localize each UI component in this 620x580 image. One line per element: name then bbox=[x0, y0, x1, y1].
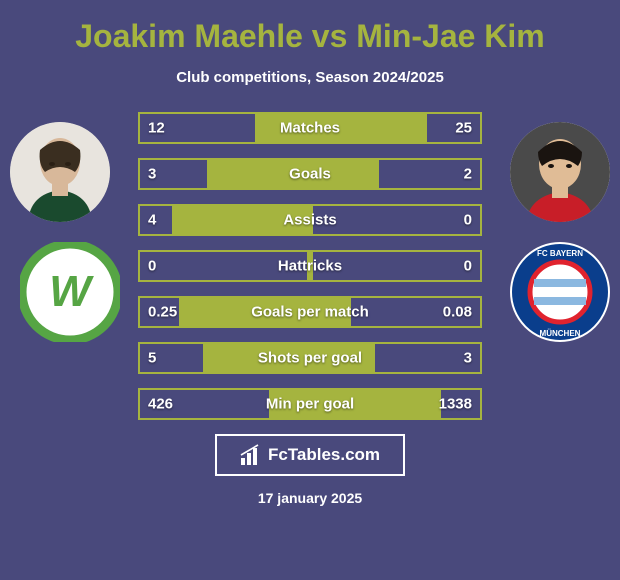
stat-half-left bbox=[138, 112, 310, 144]
stat-fill-right bbox=[310, 388, 441, 420]
stat-half-left bbox=[138, 204, 310, 236]
club-crest-icon: W bbox=[20, 242, 120, 342]
stat-fill-right bbox=[310, 112, 427, 144]
person-icon bbox=[10, 122, 110, 222]
stat-track bbox=[138, 388, 482, 420]
stat-half-left bbox=[138, 158, 310, 190]
person-icon bbox=[510, 122, 610, 222]
stat-fill-left bbox=[207, 158, 310, 190]
stat-half-left bbox=[138, 296, 310, 328]
player-left-avatar bbox=[10, 122, 110, 222]
stat-half-right bbox=[310, 388, 482, 420]
footer-brand-box: FcTables.com bbox=[215, 434, 405, 476]
svg-text:FC BAYERN: FC BAYERN bbox=[537, 249, 583, 258]
stat-row: Matches1225 bbox=[138, 112, 482, 144]
stat-fill-left bbox=[179, 296, 310, 328]
stat-fill-right bbox=[310, 158, 379, 190]
bars-chart-icon bbox=[240, 444, 262, 466]
stat-row: Shots per goal53 bbox=[138, 342, 482, 374]
content-area: W FC BAYERN MÜNCHEN Matches1225 Goals32 As… bbox=[10, 112, 610, 420]
stat-fill-left bbox=[172, 204, 310, 236]
stat-half-right bbox=[310, 204, 482, 236]
svg-text:MÜNCHEN: MÜNCHEN bbox=[540, 329, 581, 338]
stat-track bbox=[138, 158, 482, 190]
stat-half-right bbox=[310, 250, 482, 282]
club-left-badge: W bbox=[20, 242, 120, 342]
club-crest-icon: FC BAYERN MÜNCHEN bbox=[510, 242, 610, 342]
stat-half-left bbox=[138, 342, 310, 374]
stat-bars: Matches1225 Goals32 Assists40 Hattricks00 Go… bbox=[138, 112, 482, 420]
stat-half-left bbox=[138, 250, 310, 282]
stat-track bbox=[138, 296, 482, 328]
stat-track bbox=[138, 342, 482, 374]
stat-half-right bbox=[310, 112, 482, 144]
stat-half-right bbox=[310, 158, 482, 190]
stat-row: Goals32 bbox=[138, 158, 482, 190]
stat-track bbox=[138, 112, 482, 144]
subtitle: Club competitions, Season 2024/2025 bbox=[10, 69, 610, 86]
stat-track bbox=[138, 204, 482, 236]
stat-fill-left bbox=[203, 342, 310, 374]
stat-track bbox=[138, 250, 482, 282]
stat-half-right bbox=[310, 296, 482, 328]
comparison-card: Joakim Maehle vs Min-Jae Kim Club compet… bbox=[0, 0, 620, 580]
stat-fill-right bbox=[310, 342, 375, 374]
stat-fill-left bbox=[255, 112, 310, 144]
stat-fill-right bbox=[310, 250, 313, 282]
stat-row: Goals per match0.250.08 bbox=[138, 296, 482, 328]
stat-row: Min per goal4261338 bbox=[138, 388, 482, 420]
stat-fill-right bbox=[310, 296, 351, 328]
page-title: Joakim Maehle vs Min-Jae Kim bbox=[10, 18, 610, 55]
stat-half-left bbox=[138, 388, 310, 420]
footer-brand-text: FcTables.com bbox=[268, 445, 380, 465]
svg-text:W: W bbox=[49, 267, 94, 316]
club-right-badge: FC BAYERN MÜNCHEN bbox=[510, 242, 610, 342]
player-right-avatar bbox=[510, 122, 610, 222]
stat-fill-right bbox=[310, 204, 313, 236]
date-text: 17 january 2025 bbox=[10, 490, 610, 506]
stat-row: Assists40 bbox=[138, 204, 482, 236]
stat-fill-left bbox=[269, 388, 310, 420]
stat-row: Hattricks00 bbox=[138, 250, 482, 282]
stat-half-right bbox=[310, 342, 482, 374]
